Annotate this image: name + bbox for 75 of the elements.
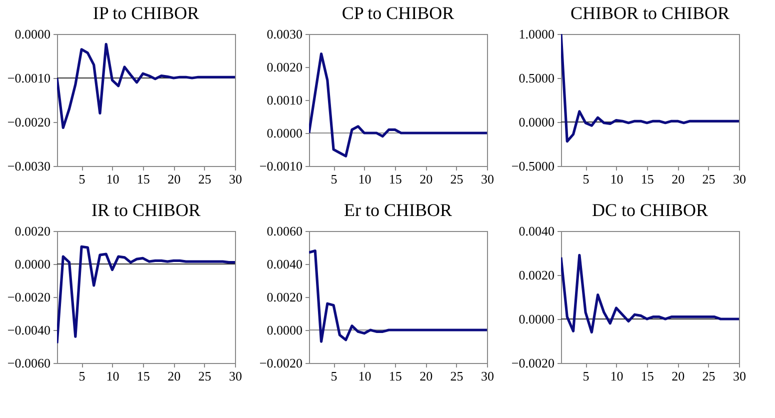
x-tick-label: 20 (420, 172, 433, 186)
x-tick-label: 5 (78, 368, 86, 384)
line-series (309, 250, 487, 343)
x-tick-label: 10 (106, 368, 120, 384)
line-series (57, 245, 235, 344)
y-tick-label: 0.0000 (266, 322, 302, 338)
x-tick-label: 10 (358, 172, 372, 186)
y-tick-label: 0.0000 (518, 114, 554, 130)
y-tick-label: 0.0000 (14, 256, 50, 272)
line-series (57, 42, 235, 130)
x-tick-label: 20 (420, 368, 433, 384)
x-tick-label: 15 (388, 172, 402, 186)
x-tick-label: 10 (610, 368, 624, 384)
y-tick-label: −0.0010 (259, 158, 302, 174)
chart-title: IR to CHIBOR (91, 200, 201, 220)
x-tick-label: 5 (582, 172, 590, 186)
x-tick-label: 20 (672, 172, 685, 186)
x-tick-label: 15 (136, 368, 150, 384)
y-tick-label: 0.5000 (518, 70, 554, 86)
y-tick-label: 0.0000 (14, 26, 50, 42)
y-tick-label: −0.0060 (7, 356, 50, 370)
y-tick-label: 0.0040 (266, 256, 302, 272)
y-tick-label: 0.0060 (266, 224, 302, 238)
y-tick-label: 0.0020 (266, 60, 302, 74)
x-tick-label: 30 (733, 368, 746, 384)
x-tick-label: 30 (481, 368, 494, 384)
y-tick-label: −0.0040 (7, 322, 50, 338)
chart-title: CHIBOR to CHIBOR (570, 3, 730, 23)
x-tick-label: 30 (481, 172, 494, 186)
x-tick-label: 5 (582, 368, 590, 384)
line-series (561, 34, 739, 143)
x-tick-label: 20 (168, 368, 181, 384)
x-tick-label: 15 (388, 368, 402, 384)
x-tick-label: 20 (672, 368, 685, 384)
x-tick-label: 30 (733, 172, 746, 186)
x-tick-label: 20 (168, 172, 181, 186)
y-tick-label: −0.0010 (7, 70, 50, 86)
x-tick-label: 5 (330, 172, 338, 186)
x-tick-label: 15 (640, 368, 654, 384)
y-tick-label: −0.0020 (7, 290, 50, 304)
x-tick-label: 5 (330, 368, 338, 384)
y-tick-label: −0.0020 (7, 114, 50, 130)
y-tick-label: 0.0020 (266, 290, 302, 304)
x-tick-label: 10 (106, 172, 120, 186)
y-tick-label: 0.0020 (14, 224, 50, 238)
y-tick-label: −0.5000 (511, 158, 554, 174)
y-tick-label: −0.0020 (511, 356, 554, 370)
x-tick-label: 15 (640, 172, 654, 186)
y-tick-label: 0.0010 (266, 92, 302, 108)
y-tick-label: 0.0000 (518, 312, 554, 326)
x-tick-label: 25 (198, 368, 212, 384)
y-tick-label: 0.0000 (266, 126, 302, 140)
x-tick-label: 30 (229, 368, 242, 384)
y-tick-label: 0.0040 (518, 224, 554, 238)
x-tick-label: 25 (702, 368, 716, 384)
x-tick-label: 25 (702, 172, 716, 186)
y-tick-label: 1.0000 (518, 26, 554, 42)
x-tick-label: 15 (136, 172, 150, 186)
line-series (309, 52, 487, 158)
chart-title: DC to CHIBOR (592, 200, 708, 220)
y-tick-label: −0.0020 (259, 356, 302, 370)
chart-title: IP to CHIBOR (92, 3, 200, 23)
y-tick-label: 0.0030 (266, 26, 302, 42)
x-tick-label: 25 (450, 368, 464, 384)
x-tick-label: 25 (198, 172, 212, 186)
chart-title: CP to CHIBOR (342, 3, 454, 23)
y-tick-label: −0.0030 (7, 158, 50, 174)
x-tick-label: 5 (78, 172, 86, 186)
x-tick-label: 30 (229, 172, 242, 186)
x-tick-label: 25 (450, 172, 464, 186)
chart-title: Er to CHIBOR (344, 200, 452, 220)
y-tick-label: 0.0020 (518, 268, 554, 282)
line-series (561, 254, 739, 334)
x-tick-label: 10 (610, 172, 624, 186)
x-tick-label: 10 (358, 368, 372, 384)
